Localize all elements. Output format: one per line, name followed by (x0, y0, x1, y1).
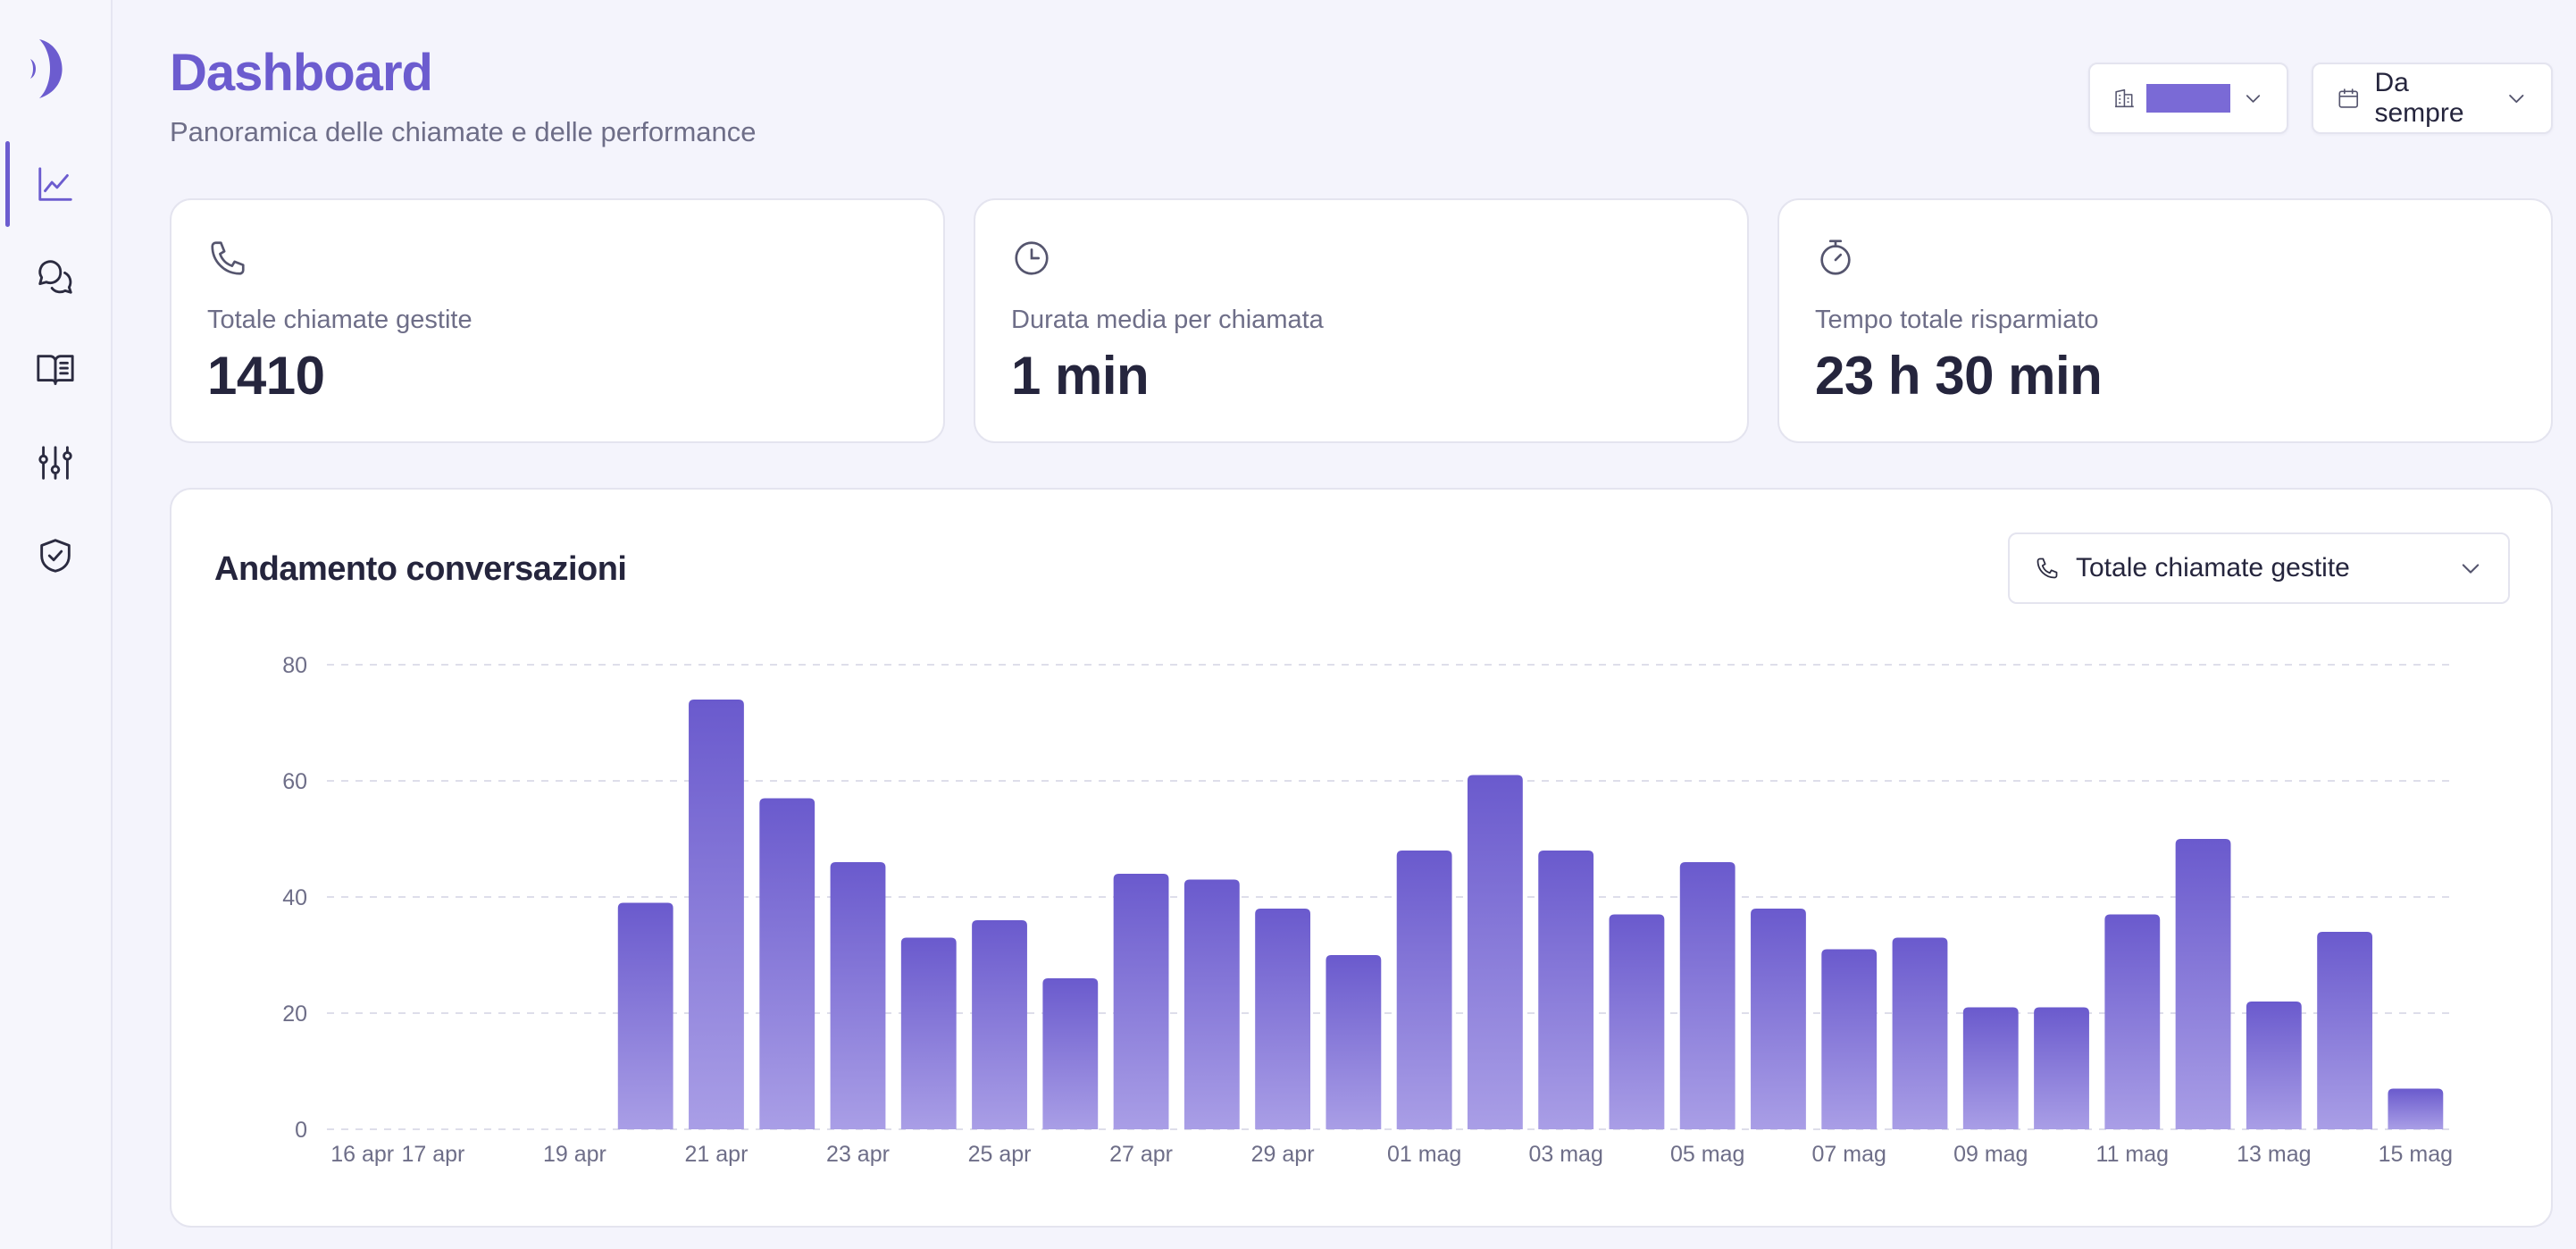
x-tick-label: 09 mag (1953, 1142, 2028, 1167)
chevron-down-icon (2509, 95, 2524, 104)
y-tick-label: 0 (295, 1118, 307, 1143)
building-icon (2115, 88, 2134, 108)
logo-icon[interactable] (27, 39, 70, 98)
bar-23-apr[interactable] (830, 862, 886, 1129)
sidebar-item-dashboard[interactable] (0, 141, 111, 227)
bar-chart: 0 20 40 60 80 16 apr 17 apr 19 apr 21 apr 23 apr… (282, 653, 2453, 1167)
phone-icon (211, 241, 245, 275)
sliders-icon (38, 446, 72, 480)
bar-30-apr[interactable] (1326, 955, 1382, 1129)
shield-check-icon (40, 539, 71, 573)
stat-label: Durata media per chiamata (1011, 306, 1324, 334)
bar-03-mag[interactable] (1538, 851, 1594, 1129)
x-tick-label: 11 mag (2096, 1142, 2170, 1167)
x-tick-label: 07 mag (1812, 1142, 1886, 1167)
stat-label: Tempo totale risparmiato (1815, 306, 2099, 334)
bar-04-mag[interactable] (1609, 914, 1665, 1130)
x-tick-label: 15 mag (2379, 1142, 2453, 1167)
x-tick-label: 23 apr (826, 1142, 890, 1167)
x-tick-label: 19 apr (543, 1142, 606, 1167)
bar-14-mag[interactable] (2317, 932, 2373, 1129)
stat-label: Totale chiamate gestite (207, 306, 473, 334)
stat-value: 23 h 30 min (1815, 346, 2103, 406)
bar-11-mag[interactable] (2104, 914, 2161, 1130)
page-title: Dashboard (170, 44, 433, 102)
stat-value: 1410 (207, 346, 325, 406)
sidebar-item-settings[interactable] (0, 420, 111, 506)
bar-28-apr[interactable] (1183, 879, 1240, 1130)
metric-select-label: Totale chiamate gestite (2076, 553, 2350, 583)
bar-26-apr[interactable] (1042, 978, 1099, 1129)
x-tick-label: 25 apr (968, 1142, 1032, 1167)
organization-select[interactable] (2088, 63, 2288, 134)
phone-icon (2037, 557, 2058, 579)
bar-06-mag[interactable] (1751, 909, 1806, 1129)
y-tick-label: 40 (282, 885, 307, 910)
bar-08-mag[interactable] (1892, 937, 1948, 1130)
bar-27-apr[interactable] (1113, 874, 1169, 1129)
bar-09-mag[interactable] (1962, 1007, 2019, 1130)
chevron-down-icon (2246, 95, 2261, 103)
stat-card-avg-duration: Durata media per chiamata 1 min (974, 198, 1749, 443)
stat-value: 1 min (1011, 346, 1150, 406)
page-subtitle: Panoramica delle chiamate e delle perfor… (170, 116, 757, 147)
x-tick-label: 13 mag (2237, 1142, 2311, 1167)
bar-05-mag[interactable] (1679, 862, 1735, 1129)
bar-01-mag[interactable] (1396, 851, 1452, 1129)
bar-10-mag[interactable] (2034, 1007, 2089, 1130)
date-range-select[interactable]: Da sempre (2312, 63, 2553, 134)
bar-07-mag[interactable] (1821, 949, 1878, 1130)
chart-line-icon (38, 167, 72, 201)
sidebar-item-security[interactable] (0, 513, 111, 599)
calendar-icon (2338, 88, 2359, 108)
bar-29-apr[interactable] (1255, 909, 1311, 1129)
y-tick-label: 80 (282, 653, 307, 678)
metric-select[interactable]: Totale chiamate gestite (2008, 532, 2510, 604)
clock-icon (1015, 241, 1049, 275)
chart-card: Andamento conversazioni Totale chiamate … (170, 488, 2553, 1228)
book-open-icon (37, 355, 74, 385)
bar-12-mag[interactable] (2175, 839, 2231, 1129)
bar-13-mag[interactable] (2246, 1002, 2302, 1129)
sidebar (0, 0, 113, 1249)
x-tick-label: 27 apr (1109, 1142, 1173, 1167)
sidebar-item-conversations[interactable] (0, 234, 111, 320)
x-tick-label: 16 apr (330, 1142, 394, 1167)
x-tick-label: 17 apr (401, 1142, 464, 1167)
date-range-label: Da sempre (2374, 68, 2464, 128)
chart-title: Andamento conversazioni (214, 550, 627, 588)
x-tick-label: 21 apr (685, 1142, 749, 1167)
chat-bubbles-icon (38, 260, 72, 294)
organization-name-redacted (2145, 84, 2230, 113)
y-tick-label: 60 (282, 769, 307, 794)
bar-25-apr[interactable] (972, 920, 1027, 1129)
x-tick-label: 05 mag (1670, 1142, 1744, 1167)
sidebar-item-knowledge[interactable] (0, 327, 111, 413)
x-tick-label: 29 apr (1251, 1142, 1315, 1167)
bar-02-mag[interactable] (1467, 775, 1523, 1130)
bar-24-apr[interactable] (900, 937, 957, 1130)
bar-20-apr[interactable] (617, 902, 673, 1130)
bar-22-apr[interactable] (759, 798, 815, 1130)
y-tick-label: 20 (282, 1002, 307, 1027)
bar-15-mag[interactable] (2388, 1088, 2444, 1130)
stat-card-total-calls: Totale chiamate gestite 1410 (170, 198, 945, 443)
x-tick-label: 01 mag (1387, 1142, 1461, 1167)
bar-21-apr[interactable] (689, 700, 744, 1129)
stopwatch-icon (1820, 239, 1851, 275)
stat-card-time-saved: Tempo totale risparmiato 23 h 30 min (1777, 198, 2553, 443)
x-tick-label: 03 mag (1528, 1142, 1602, 1167)
chevron-down-icon (2462, 564, 2480, 574)
